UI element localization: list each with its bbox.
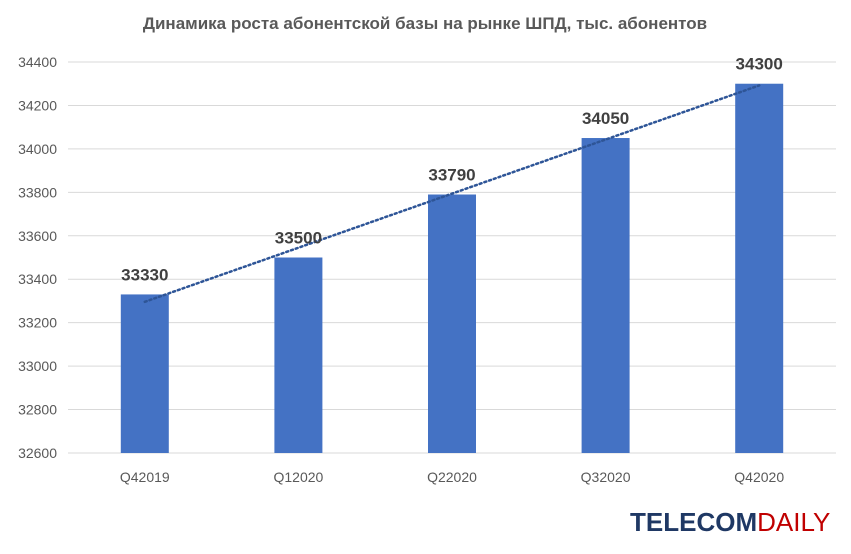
y-tick-label: 32600 (18, 445, 57, 461)
y-tick-label: 33200 (18, 315, 57, 331)
x-tick-label: Q32020 (581, 469, 631, 485)
chart-title: Динамика роста абонентской базы на рынке… (143, 14, 707, 33)
y-tick-label: 32800 (18, 402, 57, 418)
x-tick-label: Q22020 (427, 469, 477, 485)
bar (428, 194, 476, 453)
x-tick-label: Q42019 (120, 469, 170, 485)
data-label: 34050 (582, 109, 629, 128)
y-tick-label: 33000 (18, 358, 57, 374)
trendline (143, 84, 761, 304)
trendline-line (143, 84, 761, 304)
bar (274, 257, 323, 453)
y-tick-label: 34000 (18, 141, 57, 157)
bar (581, 138, 630, 453)
y-tick-label: 33600 (18, 228, 57, 244)
data-label: 33500 (275, 229, 322, 248)
data-label: 34300 (736, 55, 783, 74)
data-label: 33330 (121, 265, 168, 284)
brand-logo-part2: DAILY (757, 507, 831, 537)
y-tick-label: 33400 (18, 271, 57, 287)
bar (120, 294, 169, 453)
data-label: 33790 (428, 166, 475, 185)
brand-logo-part1: TELECOM (630, 507, 758, 537)
x-axis: Q42019 Q12020 Q22020 Q32020 Q42020 (120, 469, 784, 485)
bar (735, 83, 784, 453)
x-tick-label: Q12020 (273, 469, 323, 485)
data-labels: 33330 33500 33790 34050 34300 (121, 55, 783, 285)
y-tick-label: 33800 (18, 184, 57, 200)
y-tick-label: 34400 (18, 54, 57, 70)
y-tick-label: 34200 (18, 97, 57, 113)
brand-logo: TELECOMDAILY (630, 507, 830, 538)
x-tick-label: Q42020 (734, 469, 784, 485)
bars (120, 83, 784, 453)
y-axis: 32600 32800 33000 33200 33400 33600 33800 34000… (18, 54, 57, 461)
